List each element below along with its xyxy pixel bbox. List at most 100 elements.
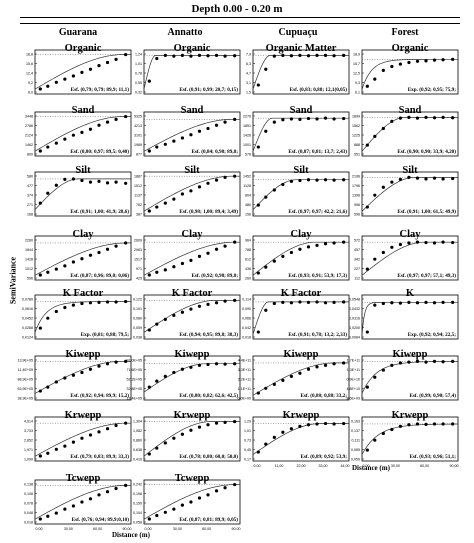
data-point [381, 250, 385, 255]
model-annotation: Esf. (0,97; 0,97; 42,2; 21,6) [288, 208, 347, 215]
y-tick-label: 0,114 [242, 298, 251, 302]
data-point [163, 142, 167, 146]
data-point [97, 123, 101, 127]
data-point [223, 54, 227, 58]
y-tick-label: 1012 [25, 267, 33, 271]
data-point [114, 180, 118, 184]
y-tick-label: 0,196 [133, 492, 142, 496]
data-point [114, 423, 118, 428]
data-point [323, 242, 328, 246]
y-tick-label: 477 [27, 184, 33, 188]
data-point [415, 59, 420, 63]
data-point [381, 301, 385, 306]
data-point [97, 430, 101, 434]
data-point [306, 423, 311, 427]
model-annotation: Esf. (0,93; 0,96; 51,1; [409, 453, 456, 460]
data-point [214, 301, 219, 305]
data-point [155, 446, 159, 450]
y-tick-label: 0,042 [242, 326, 251, 330]
data-point [63, 137, 67, 141]
y-tick-label: 1,304 [133, 420, 142, 424]
data-point [264, 265, 268, 269]
panel-frame [361, 171, 459, 217]
model-curve [143, 484, 240, 520]
y-tick-label: 0,078 [24, 502, 33, 506]
data-point [233, 54, 237, 58]
data-point [306, 54, 311, 58]
data-point [147, 517, 151, 521]
data-point [289, 250, 293, 255]
data-point [124, 181, 128, 185]
data-point [323, 53, 328, 57]
panel-title: K Factor [281, 288, 322, 299]
y-tick-label: 2,2E+11 [238, 378, 251, 382]
data-point [71, 373, 75, 377]
data-point [323, 116, 328, 120]
data-point [189, 500, 193, 504]
y-tick-label: 1137 [134, 194, 142, 198]
y-tick-label: 580 [27, 175, 33, 179]
data-point [381, 126, 385, 131]
data-point [97, 250, 101, 255]
y-tick-label: 1,7E+11 [347, 359, 360, 363]
panel-6: 2276 1851 1426 1001 576 Sand Esf. (0,87; 0,81;… [243, 105, 350, 157]
y-tick-label: 9,3 [355, 81, 360, 85]
y-tick-label: 0,108 [24, 492, 33, 496]
model-annotation: Esf. (0,98; 1,00; 89,4; 3,49) [179, 208, 238, 215]
y-tick-label: 38,9E+05 [18, 397, 34, 401]
panel-12: 2260 1844 1428 1012 596 Clay Esf. (0,87; 0,96;… [25, 229, 132, 281]
data-point [398, 242, 402, 247]
y-tick-label: 3101 [134, 134, 142, 138]
data-point [124, 114, 128, 119]
data-point [124, 483, 128, 487]
y-tick-label: 888 [354, 143, 360, 147]
data-point [38, 201, 42, 205]
data-point [38, 454, 42, 458]
panel-15: 572 457 342 227 112 Clay Esf. (0,97; 0,97; 57,… [354, 229, 459, 281]
data-point [332, 54, 336, 58]
panel-title: Kiwepp [174, 349, 209, 360]
model-annotation: Esf. (0,92; 0,98; 89,8; [191, 272, 238, 279]
data-point [289, 301, 293, 305]
y-tick-label: 1887 [134, 175, 142, 179]
data-point [272, 259, 276, 263]
x-tick-label: 0,00 [254, 464, 261, 468]
y-tick-label: 0,150 [133, 502, 142, 506]
model-annotation: Exp. (0,92; 0,95; 75,9; [408, 86, 457, 93]
data-point [88, 127, 93, 131]
data-point [441, 422, 445, 426]
model-annotation: Esf. (0,90; 0,90; 33,9; 4,20) [397, 148, 456, 155]
data-point [54, 267, 58, 271]
y-tick-label: 1,1E+11 [238, 387, 251, 391]
y-tick-label: 112 [354, 277, 360, 281]
y-tick-label: 0,018 [242, 336, 251, 340]
data-point [373, 193, 377, 197]
data-point [155, 270, 159, 274]
data-point [155, 205, 159, 209]
data-point [424, 422, 428, 426]
panel-3: 18,9 15,7 12,5 9,3 6,1 Organic Exp. (0,92; 0,9… [353, 43, 459, 95]
y-tick-label: 0,059 [133, 326, 142, 330]
y-tick-label: 2124 [25, 134, 33, 138]
panel-title: Silt [184, 165, 200, 176]
data-point [264, 386, 268, 390]
data-point [105, 60, 110, 65]
y-tick-label: 0,0432 [349, 307, 360, 311]
data-point [272, 435, 276, 440]
data-point [342, 240, 346, 244]
data-point [432, 116, 437, 120]
data-point [390, 301, 394, 305]
y-tick-label: 1396 [352, 194, 360, 198]
data-point [97, 300, 101, 304]
panel-8: 580 477 374 271 168 Silt Esf. (0,91; 1,00; 41,… [27, 165, 132, 217]
data-point [54, 511, 58, 515]
data-point [332, 300, 336, 304]
y-tick-label: 9,2 [28, 81, 33, 85]
data-point [298, 247, 302, 251]
data-point [80, 70, 84, 74]
data-point [342, 361, 346, 365]
data-point [63, 264, 67, 268]
model-annotation: Esf. (0,91; 1,00; 41,9; 28,6) [70, 208, 129, 215]
panel-14: 964 788 612 436 260 Clay Esf. (0,93; 0,91; 53,… [245, 229, 350, 281]
